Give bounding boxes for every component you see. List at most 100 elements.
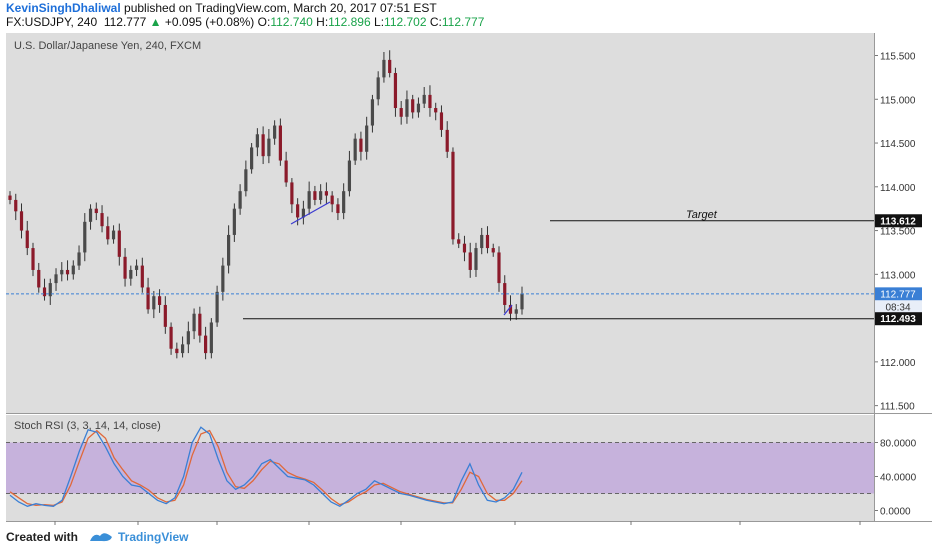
candle-body — [416, 103, 421, 113]
candle-body — [353, 138, 357, 161]
candle — [336, 198, 340, 221]
candle-body — [54, 274, 58, 284]
price-tick-label: 113.500 — [880, 227, 916, 238]
candle-body — [451, 151, 455, 240]
created-with-text: Created with — [6, 530, 79, 544]
candle-body — [307, 191, 311, 209]
publish-line: KevinSinghDhaliwal published on TradingV… — [6, 1, 437, 16]
candle — [48, 278, 52, 305]
candle-body — [393, 73, 398, 109]
target-label: Target — [686, 209, 718, 221]
candle-body — [405, 99, 409, 117]
candle — [411, 94, 415, 119]
candle-body — [244, 169, 248, 192]
price-tick-label: 113.000 — [880, 270, 916, 281]
high-value: 112.896 — [328, 15, 371, 29]
candle — [451, 147, 455, 245]
candles — [8, 50, 524, 360]
candle — [319, 184, 323, 205]
candle-body — [422, 94, 426, 104]
candle — [198, 306, 202, 343]
candle-body — [123, 256, 127, 279]
candle — [330, 191, 334, 213]
candle-body — [65, 269, 70, 275]
candle-body — [60, 269, 64, 275]
candle — [31, 242, 35, 277]
candle-body — [508, 304, 513, 314]
candle — [273, 120, 277, 145]
candle-body — [169, 326, 173, 349]
candle — [140, 257, 144, 293]
stoch-rsi-axis[interactable]: 0.0000 40.0000 80.0000 — [874, 439, 917, 518]
candle-body — [319, 191, 323, 200]
candle — [42, 278, 47, 301]
candle-body — [468, 252, 472, 270]
trendline-drawing[interactable] — [290, 201, 331, 225]
candle-body — [388, 59, 392, 74]
main-chart-title: U.S. Dollar/Japanese Yen, 240, FXCM — [14, 40, 201, 52]
candle-body — [129, 269, 133, 279]
candle-body — [180, 344, 185, 354]
price-axis[interactable]: 111.500112.000112.500113.000113.500114.0… — [874, 52, 916, 413]
price-tick-label: 114.500 — [880, 139, 916, 150]
candle-body — [83, 221, 87, 253]
chart-canvas[interactable]: U.S. Dollar/Japanese Yen, 240, FXCM 111.… — [0, 30, 932, 527]
price-tick-label: 114.000 — [880, 183, 916, 194]
candle — [83, 213, 87, 262]
low-label: L: — [374, 15, 385, 29]
candle — [134, 259, 139, 277]
candle-body — [520, 293, 524, 310]
candle-body — [157, 296, 162, 305]
candle — [250, 143, 254, 174]
candle — [146, 277, 150, 314]
support-price-badge — [874, 312, 922, 326]
price-tick-label: 111.500 — [880, 402, 915, 413]
candle — [117, 223, 121, 266]
candle — [324, 182, 329, 205]
candle-body — [267, 138, 271, 157]
author-link[interactable]: KevinSinghDhaliwal — [6, 1, 121, 15]
candle-body — [503, 283, 507, 305]
candle-body — [106, 226, 110, 240]
candle-body — [186, 331, 190, 345]
candle-body — [457, 239, 461, 244]
stoch-rsi-tick-label: 0.0000 — [880, 507, 911, 518]
candle — [393, 67, 398, 117]
candle — [157, 289, 162, 313]
candle — [244, 160, 248, 197]
candle-body — [428, 94, 432, 109]
candle-body — [232, 208, 236, 235]
candle — [353, 133, 357, 165]
candle — [347, 150, 352, 197]
candle-body — [94, 208, 98, 214]
candle-body — [25, 230, 29, 249]
candle — [457, 233, 461, 249]
candle-body — [192, 313, 196, 332]
candle-body — [255, 134, 259, 148]
candle — [261, 126, 265, 165]
candle-body — [485, 234, 490, 249]
candle — [313, 185, 317, 206]
candle-body — [376, 77, 380, 100]
time-axis[interactable]: 2014:00Mar7132027Apr10 — [49, 521, 866, 527]
candle — [60, 262, 64, 282]
candle — [382, 52, 386, 83]
close-label: C: — [429, 15, 442, 29]
target-price-value: 113.612 — [880, 216, 916, 227]
candle — [284, 151, 288, 187]
current-price-value: 112.777 — [880, 289, 916, 300]
price-panel[interactable] — [6, 33, 874, 413]
candle-body — [382, 59, 386, 78]
candle — [100, 205, 104, 233]
candle-body — [37, 269, 41, 288]
candle-body — [284, 160, 288, 183]
candle — [106, 216, 110, 245]
candle-body — [365, 125, 369, 152]
stoch-rsi-k-line — [9, 426, 523, 508]
tradingview-brand-link[interactable]: TradingView — [118, 530, 189, 544]
candle — [480, 227, 484, 255]
candle-body — [48, 283, 52, 297]
candle-body — [347, 160, 352, 192]
trendline-drawing-2[interactable] — [503, 304, 513, 316]
candle-body — [140, 265, 144, 288]
